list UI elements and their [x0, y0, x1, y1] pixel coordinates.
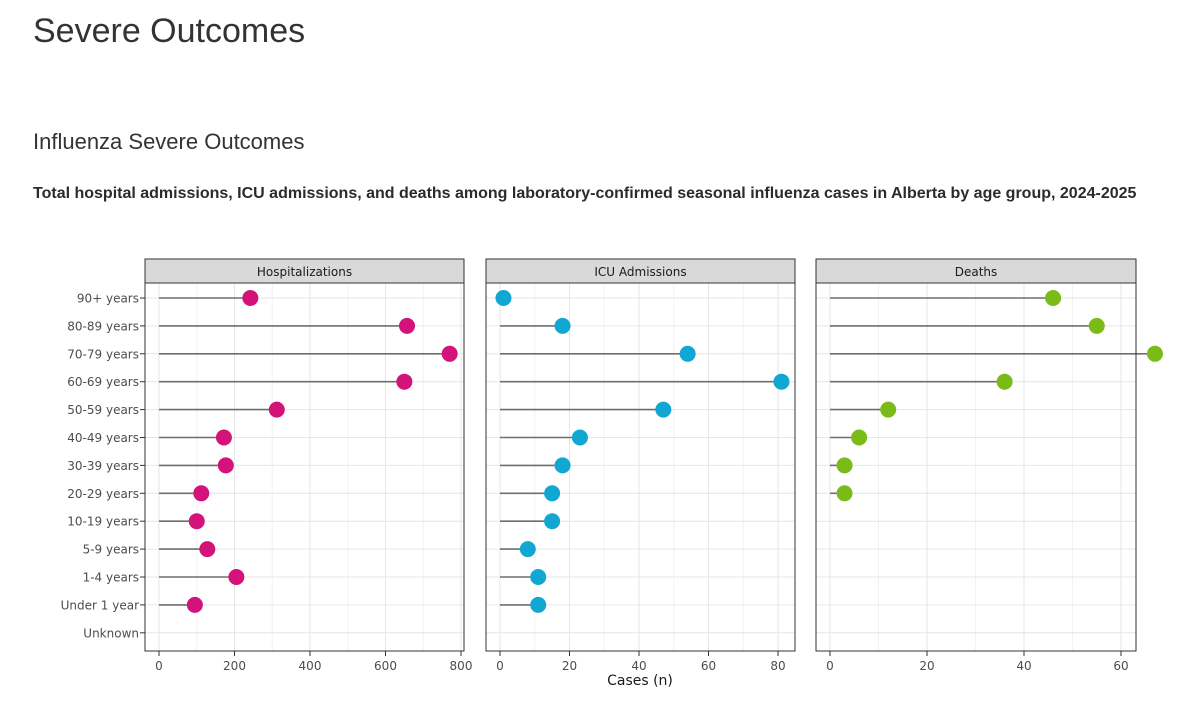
point-icu-admissions-10-19-years [544, 513, 561, 530]
x-tick-label-icu-admissions-0: 0 [496, 659, 504, 673]
point-deaths-40-49-years [851, 429, 868, 446]
x-tick-label-icu-admissions-80: 80 [770, 659, 785, 673]
y-tick-label-40-49-years: 40-49 years [67, 431, 139, 445]
point-deaths-80-89-years [1088, 317, 1105, 334]
x-tick-label-deaths-40: 40 [1016, 659, 1031, 673]
page-title: Severe Outcomes [33, 12, 306, 50]
panel-header-icu-admissions [485, 258, 796, 284]
x-tick-label-deaths-20: 20 [919, 659, 934, 673]
panel-icu-admissions: ICU Admissions 0 20 40 60 80 [485, 258, 796, 673]
point-hospitalizations-under-1-year [186, 596, 203, 613]
x-tick-label-hospitalizations-400: 400 [299, 659, 322, 673]
point-hospitalizations-10-19-years [188, 513, 205, 530]
x-tick-label-icu-admissions-20: 20 [562, 659, 577, 673]
y-tick-label-80-89-years: 80-89 years [67, 319, 139, 333]
point-hospitalizations-60-69-years [396, 373, 413, 390]
y-tick-label-20-29-years: 20-29 years [67, 487, 139, 501]
point-deaths-90-years [1045, 290, 1062, 306]
point-hospitalizations-50-59-years [268, 401, 285, 418]
point-icu-admissions-30-39-years [554, 457, 571, 474]
point-icu-admissions-20-29-years [544, 485, 561, 502]
y-tick-label-60-69-years: 60-69 years [67, 375, 139, 389]
point-icu-admissions-60-69-years [773, 373, 790, 390]
point-icu-admissions-5-9-years [519, 541, 536, 558]
y-tick-label-70-79-years: 70-79 years [67, 347, 139, 361]
x-axis-title: Cases (n) [607, 673, 673, 689]
y-tick-label-unknown: Unknown [83, 626, 139, 640]
section-title: Influenza Severe Outcomes [33, 129, 305, 154]
chart-title: Total hospital admissions, ICU admission… [33, 185, 1137, 202]
point-deaths-60-69-years [996, 373, 1013, 390]
point-hospitalizations-70-79-years [441, 345, 458, 362]
point-hospitalizations-30-39-years [217, 457, 234, 474]
point-deaths-20-29-years [836, 485, 853, 502]
panel-title-icu-admissions: ICU Admissions [594, 265, 686, 279]
point-deaths-70-79-years [1146, 345, 1163, 362]
y-tick-label-under-1-year: Under 1 year [61, 598, 139, 612]
y-tick-label-1-4-years: 1-4 years [83, 571, 139, 585]
point-icu-admissions-50-59-years [655, 401, 672, 418]
x-tick-label-hospitalizations-600: 600 [374, 659, 397, 673]
x-tick-label-icu-admissions-60: 60 [701, 659, 716, 673]
panel-deaths: Deaths 0 20 40 60 [815, 258, 1163, 673]
panel-header-deaths [815, 258, 1137, 284]
point-icu-admissions-70-79-years [679, 345, 696, 362]
point-deaths-50-59-years [880, 401, 897, 418]
x-tick-label-deaths-0: 0 [826, 659, 834, 673]
x-tick-label-hospitalizations-200: 200 [223, 659, 246, 673]
point-icu-admissions-under-1-year [530, 596, 547, 613]
point-icu-admissions-1-4-years [530, 569, 547, 585]
x-tick-label-hospitalizations-0: 0 [155, 659, 163, 673]
x-tick-label-hospitalizations-800: 800 [450, 659, 473, 673]
point-hospitalizations-5-9-years [199, 541, 216, 558]
y-tick-label-10-19-years: 10-19 years [67, 515, 139, 529]
panel-hospitalizations: Hospitalizations 0 200 400 600 800 [144, 258, 473, 673]
panel-border-deaths [815, 282, 1137, 652]
panel-border-icu-admissions [485, 282, 796, 652]
plot-area-icu-admissions [486, 283, 795, 651]
y-tick-label-50-59-years: 50-59 years [67, 403, 139, 417]
point-deaths-30-39-years [836, 457, 853, 474]
plot-area-hospitalizations [145, 283, 464, 651]
y-tick-label-90-years: 90+ years [77, 292, 139, 306]
y-tick-label-30-39-years: 30-39 years [67, 459, 139, 473]
point-hospitalizations-90-years [242, 290, 259, 306]
point-icu-admissions-80-89-years [554, 317, 571, 334]
point-icu-admissions-90-years [495, 290, 512, 306]
y-tick-label-5-9-years: 5-9 years [83, 543, 139, 557]
panel-border-hospitalizations [144, 282, 465, 652]
point-hospitalizations-80-89-years [399, 317, 416, 334]
x-tick-label-icu-admissions-40: 40 [631, 659, 646, 673]
point-hospitalizations-1-4-years [228, 569, 245, 585]
point-hospitalizations-40-49-years [215, 429, 232, 446]
x-tick-label-deaths-60: 60 [1113, 659, 1128, 673]
panel-title-hospitalizations: Hospitalizations [257, 265, 352, 279]
panel-title-deaths: Deaths [955, 265, 998, 279]
point-icu-admissions-40-49-years [571, 429, 588, 446]
point-hospitalizations-20-29-years [193, 485, 210, 502]
